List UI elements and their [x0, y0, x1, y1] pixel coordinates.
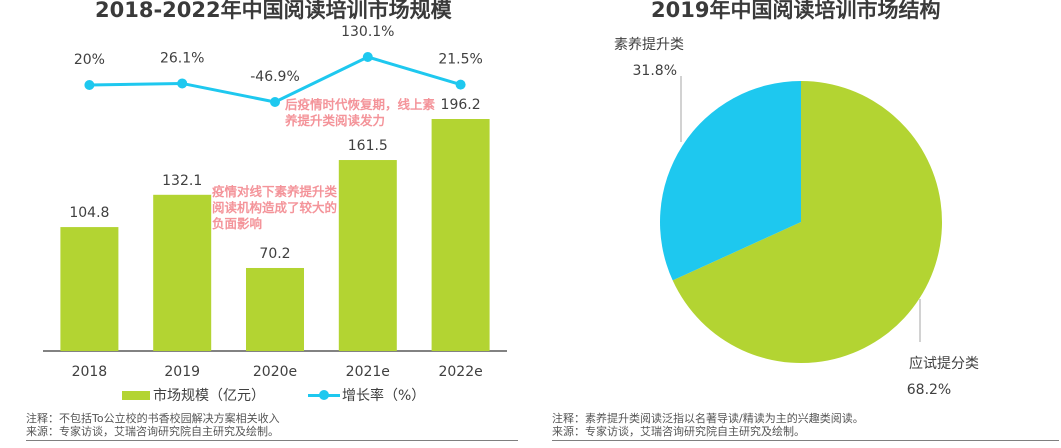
x-tick-label: 2019 [164, 364, 200, 380]
left-source-text: 来源：专家访谈，艾瑞咨询研究院自主研究及绘制。 [26, 425, 279, 438]
bar-2018 [60, 227, 119, 351]
left-footnote: 注释：不包括To公立校的书香校园解决方案相关收入 来源：专家访谈，艾瑞咨询研究院… [26, 412, 280, 438]
x-tick-label: 2018 [72, 364, 108, 380]
growth-rate-point [455, 79, 466, 90]
legend-item-market-size: 市场规模（亿元） [122, 385, 265, 405]
bar-swatch-icon [122, 390, 150, 400]
legend-item-growth-rate: 增长率（%） [308, 385, 425, 405]
growth-rate-label: 21.5% [438, 52, 482, 68]
pie-value-exam: 68.2% [907, 382, 951, 398]
bar-value-label: 196.2 [441, 97, 481, 113]
bar-chart-title: 2018-2022年中国阅读培训市场规模 [95, 0, 452, 22]
annotation-pandemic-impact: 疫情对线下素养提升类阅读机构造成了较大的负面影响 [212, 184, 338, 231]
x-tick-label: 2022e [438, 364, 482, 380]
pie-value-quality: 31.8% [633, 63, 677, 79]
left-note-text: 注释：不包括To公立校的书香校园解决方案相关收入 [26, 412, 280, 425]
right-note-text: 注释：素养提升类阅读泛指以名著导读/精读为主的兴趣类阅读。 [552, 412, 864, 425]
growth-rate-label: -46.9% [250, 69, 300, 85]
pie-label-quality: 素养提升类 [614, 37, 684, 53]
pie-slice-exam [672, 81, 942, 364]
growth-rate-point [362, 52, 373, 62]
x-tick-label: 2020e [253, 364, 297, 380]
pie-slice-quality [659, 81, 801, 281]
right-footer-divider [552, 440, 1059, 441]
legend-label-market-size: 市场规模（亿元） [153, 388, 265, 404]
bar-value-label: 70.2 [259, 246, 290, 262]
bar-2022e [431, 119, 490, 351]
legend-label-growth-rate: 增长率（%） [342, 388, 426, 404]
bar-value-label: 104.8 [69, 205, 109, 221]
bar-2021e [338, 160, 397, 351]
x-tick-label: 2021e [346, 364, 390, 380]
bar-2019 [153, 194, 212, 351]
line-marker-swatch-icon [308, 390, 340, 400]
right-footnote: 注释：素养提升类阅读泛指以名著导读/精读为主的兴趣类阅读。 来源：专家访谈，艾瑞… [552, 412, 864, 438]
bar-value-label: 132.1 [162, 173, 202, 189]
growth-rate-label: 20% [74, 52, 105, 68]
growth-rate-point [270, 97, 280, 107]
bar-2020e [246, 267, 304, 351]
bar-value-label: 161.5 [348, 138, 388, 154]
pie-chart-title: 2019年中国阅读培训市场结构 [651, 0, 941, 22]
growth-rate-label: 26.1% [160, 50, 204, 66]
left-footer-divider [26, 440, 518, 441]
annotation-recovery: 后疫情时代恢复期，线上素养提升类阅读发力 [285, 97, 436, 128]
right-source-text: 来源：专家访谈，艾瑞咨询研究院自主研究及绘制。 [552, 425, 805, 438]
growth-rate-point [177, 78, 188, 89]
growth-rate-point [84, 79, 95, 90]
pie-label-exam: 应试提分类 [909, 355, 979, 372]
growth-rate-label: 130.1% [341, 24, 394, 40]
